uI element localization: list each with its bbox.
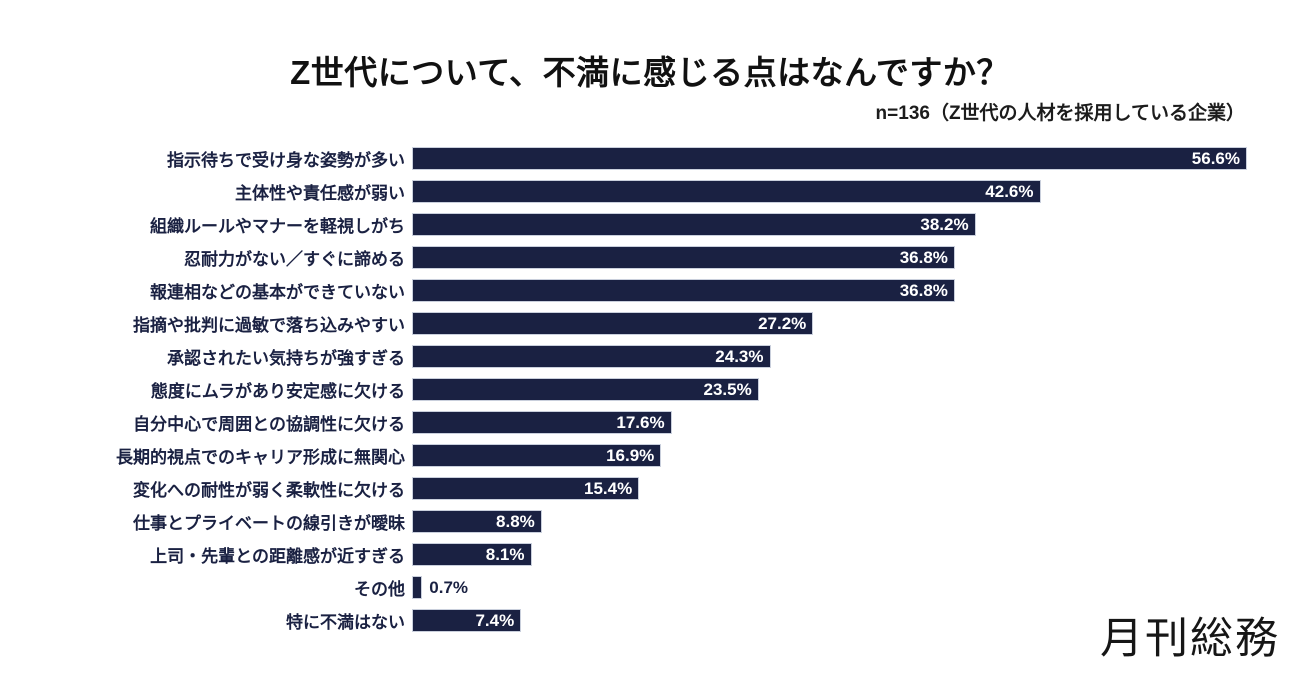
bar: 15.4% — [412, 477, 640, 500]
category-label: 特に不満はない — [286, 613, 405, 632]
value-label-inside: 23.5% — [703, 379, 752, 399]
bar: 42.6% — [412, 180, 1041, 203]
value-label-inside: 8.1% — [485, 544, 525, 564]
value-label-inside: 27.2% — [758, 313, 807, 333]
category-label: 忍耐力がない／すぐに諦める — [184, 250, 405, 269]
bar: 8.1% — [412, 543, 532, 566]
category-label: 自分中心で周囲との協調性に欠ける — [133, 415, 405, 434]
bar-row: 長期的視点でのキャリア形成に無関心 16.9% — [0, 439, 1300, 472]
value-label-inside: 7.4% — [475, 610, 515, 630]
value-label-inside: 8.8% — [496, 511, 535, 531]
bar-track: 16.9% — [412, 444, 1300, 467]
bar-row: 上司・先輩との距離感が近すぎる 8.1% — [0, 538, 1300, 571]
bar-chart: 指示待ちで受け身な姿勢が多い 56.6% 主体性や責任感が弱い 42.6% 組織… — [0, 142, 1300, 637]
bar-track: 23.5% — [412, 378, 1300, 401]
bar-track: 42.6% — [412, 180, 1300, 203]
bar: 38.2% — [412, 213, 976, 236]
category-label: 指示待ちで受け身な姿勢が多い — [167, 151, 405, 170]
bar-track: 27.2% — [412, 312, 1300, 335]
value-label-inside: 38.2% — [920, 214, 969, 234]
category-label: 報連相などの基本ができていない — [150, 283, 405, 302]
category-label: 変化への耐性が弱く柔軟性に欠ける — [133, 481, 405, 500]
bar-row: 報連相などの基本ができていない 36.8% — [0, 274, 1300, 307]
bar: 16.9% — [412, 444, 662, 467]
bar-track: 15.4% — [412, 477, 1300, 500]
bar-row: 仕事とプライベートの線引きが曖昧 8.8% — [0, 505, 1300, 538]
category-label: 仕事とプライベートの線引きが曖昧 — [133, 514, 405, 533]
value-label-outside: 0.7% — [429, 577, 469, 597]
bar-track: 8.1% — [412, 543, 1300, 566]
bar-row: 承認されたい気持ちが強すぎる 24.3% — [0, 340, 1300, 373]
bar: 27.2% — [412, 312, 814, 335]
bar-row: 特に不満はない 7.4% — [0, 604, 1300, 637]
category-label: 承認されたい気持ちが強すぎる — [167, 349, 405, 368]
bar: 8.8% — [412, 510, 542, 533]
chart-title: Z世代について、不満に感じる点はなんですか？ — [290, 54, 1010, 91]
bar: 23.5% — [412, 378, 759, 401]
value-label-inside: 15.4% — [583, 478, 633, 498]
bar: 17.6% — [412, 411, 672, 434]
value-label-inside: 16.9% — [606, 445, 655, 465]
sample-size-note: n=136（Z世代の人材を採用している企業） — [875, 103, 1245, 124]
value-label-inside: 24.3% — [715, 346, 764, 366]
bar: 24.3% — [412, 345, 771, 368]
bar: 56.6% — [412, 147, 1247, 170]
bar-track: 24.3% — [412, 345, 1300, 368]
bar-track: 17.6% — [412, 411, 1300, 434]
value-label-inside: 42.6% — [985, 181, 1034, 201]
bar-track: 36.8% — [412, 246, 1300, 269]
bar-track: 36.8% — [412, 279, 1300, 302]
bar-row: 態度にムラがあり安定感に欠ける 23.5% — [0, 373, 1300, 406]
category-label: 組織ルールやマナーを軽視しがち — [150, 217, 405, 236]
bar-row: 指摘や批判に過敏で落ち込みやすい 27.2% — [0, 307, 1300, 340]
bar-row: 自分中心で周囲との協調性に欠ける 17.6% — [0, 406, 1300, 439]
value-label-inside: 17.6% — [616, 412, 665, 432]
bar-row: 組織ルールやマナーを軽視しがち 38.2% — [0, 208, 1300, 241]
value-label-inside: 36.8% — [899, 247, 948, 267]
bar — [412, 576, 423, 599]
category-label: 主体性や責任感が弱い — [235, 184, 405, 203]
category-label: 態度にムラがあり安定感に欠ける — [150, 382, 405, 401]
bar-row: 指示待ちで受け身な姿勢が多い 56.6% — [0, 142, 1300, 175]
category-label: その他 — [354, 580, 405, 599]
bar-track: 0.7% — [412, 576, 1300, 599]
category-label: 長期的視点でのキャリア形成に無関心 — [116, 448, 405, 467]
bar: 36.8% — [412, 246, 955, 269]
bar: 36.8% — [412, 279, 955, 302]
value-label-inside: 36.8% — [899, 280, 948, 300]
bar-row: 変化への耐性が弱く柔軟性に欠ける 15.4% — [0, 472, 1300, 505]
publisher-logo: 月刊総務 — [1100, 615, 1280, 663]
bar-track: 8.8% — [412, 510, 1300, 533]
category-label: 指摘や批判に過敏で落ち込みやすい — [133, 316, 405, 335]
bar-row: 忍耐力がない／すぐに諦める 36.8% — [0, 241, 1300, 274]
bar-track: 7.4% — [412, 609, 1300, 632]
bar-row: その他 0.7% — [0, 571, 1300, 604]
bar: 7.4% — [412, 609, 522, 632]
category-label: 上司・先輩との距離感が近すぎる — [150, 547, 405, 566]
value-label-inside: 56.6% — [1191, 148, 1240, 168]
bar-track: 38.2% — [412, 213, 1300, 236]
bar-row: 主体性や責任感が弱い 42.6% — [0, 175, 1300, 208]
bar-track: 56.6% — [412, 147, 1300, 170]
